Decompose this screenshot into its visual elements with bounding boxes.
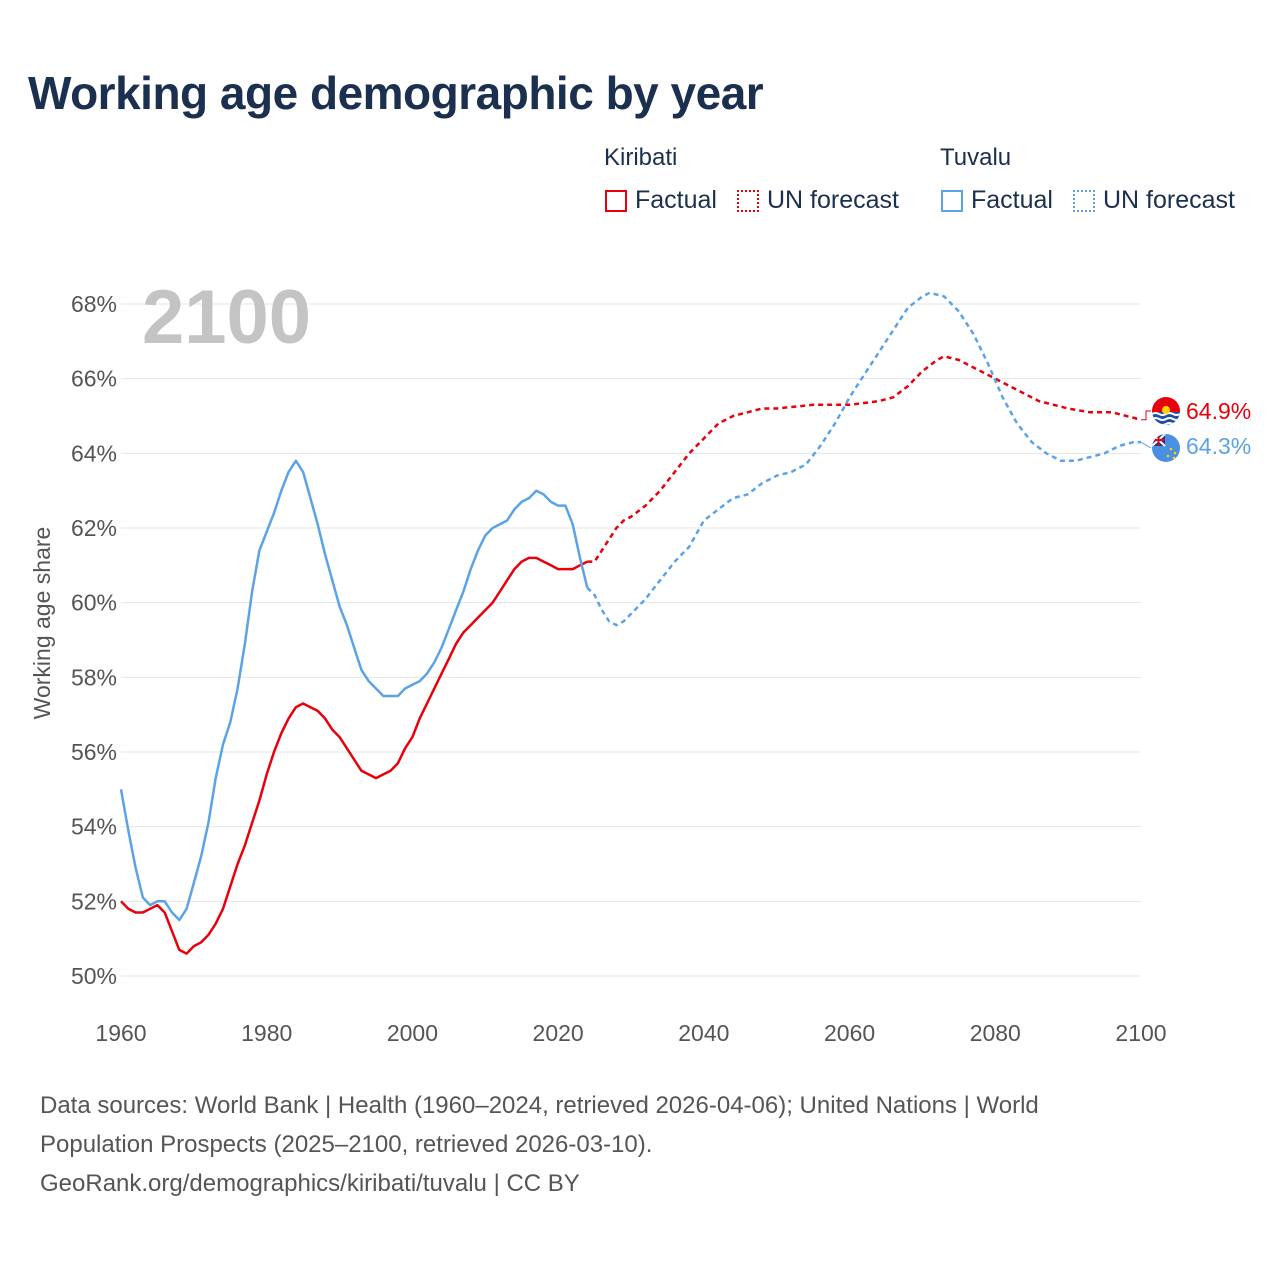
y-tick-label: 62% — [71, 515, 117, 541]
sources-line-2: Population Prospects (2025–2100, retriev… — [40, 1131, 653, 1158]
end-connector-tuvalu — [1140, 441, 1152, 449]
x-tick-label: 2080 — [970, 1020, 1021, 1046]
legend-group-kiribati: Kiribati — [604, 144, 678, 171]
y-tick-label: 64% — [71, 440, 117, 466]
legend-swatch-tuvalu-factual — [941, 189, 963, 212]
y-tick-label: 52% — [71, 888, 117, 914]
legend-label: Factual — [635, 186, 717, 214]
y-tick-label: 56% — [71, 739, 117, 765]
kiribati-flag-icon — [1152, 397, 1180, 425]
legend-tuvalu-factual[interactable]: Factual — [941, 186, 1053, 215]
end-label-tuvalu: 64.3% — [1186, 433, 1251, 459]
y-tick-label: 60% — [71, 590, 117, 616]
y-tick-label: 54% — [71, 814, 117, 840]
year-watermark: 2100 — [142, 275, 311, 360]
chart-title: Working age demographic by year — [28, 67, 764, 119]
x-tick-label: 1960 — [95, 1020, 146, 1046]
y-axis-label: Working age share — [29, 527, 55, 720]
y-tick-label: 68% — [71, 291, 117, 317]
data-sources: Data sources: World Bank | Health (1960–… — [40, 1086, 1240, 1203]
end-connector-kiribati — [1141, 410, 1151, 421]
legend-label: Factual — [971, 186, 1053, 214]
y-tick-label: 58% — [71, 664, 117, 690]
x-axis-ticks: 1960 1980 2000 2020 2040 2060 2080 2100 — [95, 1020, 1166, 1046]
x-tick-label: 2100 — [1115, 1020, 1166, 1046]
grid-lines — [121, 303, 1141, 977]
series-line-tuvalu-factual[interactable] — [119, 459, 589, 922]
x-tick-label: 2020 — [533, 1020, 584, 1046]
legend-swatch-kiribati-forecast — [737, 189, 759, 212]
x-tick-label: 1980 — [241, 1020, 292, 1046]
x-tick-label: 2060 — [824, 1020, 875, 1046]
end-label-kiribati: 64.9% — [1186, 398, 1251, 424]
legend-swatch-tuvalu-forecast — [1073, 189, 1095, 212]
legend-tuvalu-forecast[interactable]: UN forecast — [1073, 186, 1235, 215]
line-chart: 50% 52% 54% 56% 58% 60% 62% 64% 66% 68% 1960 1980 2… — [29, 275, 1251, 1046]
series-line-tuvalu-forecast[interactable] — [586, 291, 1141, 627]
x-tick-label: 2000 — [387, 1020, 438, 1046]
y-tick-label: 50% — [71, 963, 117, 989]
legend-label: UN forecast — [1103, 186, 1235, 214]
legend-group-tuvalu: Tuvalu — [940, 144, 1012, 171]
x-tick-label: 2040 — [678, 1020, 729, 1046]
series-line-kiribati-forecast[interactable] — [587, 355, 1142, 563]
sources-line-3[interactable]: GeoRank.org/demographics/kiribati/tuvalu… — [40, 1170, 580, 1197]
legend-swatch-kiribati-factual — [605, 189, 627, 212]
legend-kiribati-factual[interactable]: Factual — [605, 186, 717, 215]
sources-line-1: Data sources: World Bank | Health (1960–… — [40, 1092, 1039, 1119]
series-line-kiribati-factual[interactable] — [120, 556, 588, 955]
legend-label: UN forecast — [767, 186, 899, 214]
legend-kiribati-forecast[interactable]: UN forecast — [737, 186, 899, 215]
y-axis-ticks: 50% 52% 54% 56% 58% 60% 62% 64% 66% 68% — [71, 291, 117, 989]
series-lines — [119, 291, 1152, 955]
y-tick-label: 66% — [71, 366, 117, 392]
tuvalu-flag-icon — [1152, 434, 1180, 462]
